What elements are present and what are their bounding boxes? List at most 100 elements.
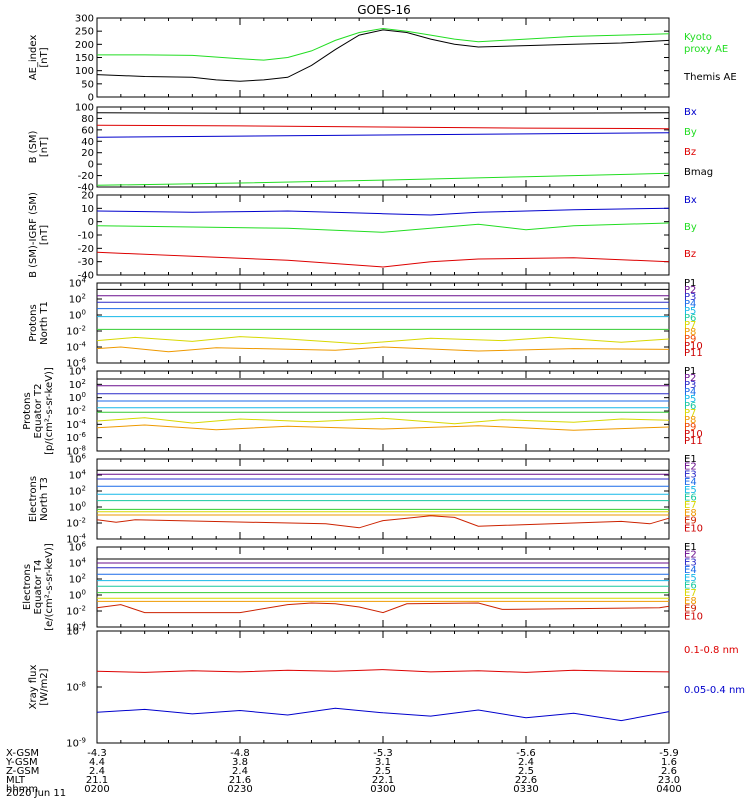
footer-value: -4.3 (87, 748, 107, 759)
y-tick-label: 10-2 (66, 405, 86, 418)
y-tick-label: 104 (69, 277, 87, 290)
footer-row-label: MLT (6, 775, 26, 786)
y-axis-label: [e/(cm²-s-sr-keV)] (44, 543, 55, 631)
legend-entry: E9 (684, 516, 697, 527)
y-axis-label: [W/m2] (39, 668, 50, 705)
legend-entry: P9 (684, 422, 696, 433)
legend-entry: P2 (684, 373, 696, 384)
footer-row-label: hhmm (6, 784, 38, 795)
footer-value: -5.6 (516, 748, 536, 759)
panel-8: 10-7 10-8 10-9 Xray flux [W/m2] 0.1-0.8 nm 0.0… (28, 625, 745, 750)
y-axis-label: Xray flux (28, 665, 39, 710)
y-tick-label: 100 (69, 589, 86, 602)
legend-entry: E2 (684, 462, 697, 473)
y-tick-label: 104 (69, 365, 87, 378)
y-axis-label: Protons (28, 304, 39, 341)
legend-entry: E7 (684, 500, 697, 511)
y-axis-label: Electrons (22, 564, 33, 610)
y-tick-label: 60 (81, 125, 94, 136)
legend-entry: P1 (684, 278, 696, 289)
footer-value: 3.1 (375, 757, 391, 768)
legend-entry: P3 (684, 292, 696, 303)
y-tick-label: 10 (81, 204, 94, 215)
y-axis-label: Protons (22, 392, 33, 429)
y-tick-label: 0 (88, 160, 94, 171)
legend-entry: E10 (684, 611, 703, 622)
legend-entry: By (684, 127, 697, 138)
y-tick-label: -20 (78, 171, 94, 182)
y-tick-label: 0 (88, 217, 94, 228)
y-tick-label: 106 (69, 453, 87, 466)
footer-value: 23.0 (658, 775, 680, 786)
y-tick-label: 10-8 (66, 681, 86, 694)
legend-entry: P10 (684, 429, 703, 440)
footer-value: 4.4 (89, 757, 105, 768)
y-tick-label: 250 (75, 27, 94, 38)
footer-value: -5.9 (659, 748, 679, 759)
y-tick-label: -10 (78, 231, 94, 242)
series-line-by (96, 172, 670, 186)
y-tick-label: 200 (75, 40, 94, 51)
legend-entry: P1 (684, 366, 696, 377)
panel-frame (96, 194, 670, 276)
series-line-bmag (96, 112, 670, 114)
legend-entry: P4 (684, 387, 696, 398)
legend-entry: E8 (684, 596, 697, 607)
legend-entry: Bmag (684, 167, 713, 178)
footer-value: 2.6 (661, 766, 677, 777)
legend-entry: P4 (684, 299, 696, 310)
series-line-bx (96, 132, 670, 138)
legend-entry: E3 (684, 469, 697, 480)
y-tick-label: 150 (75, 53, 94, 64)
y-tick-label: 20 (81, 191, 94, 202)
y-tick-label: 10-4 (66, 418, 86, 431)
y-tick-label: 10-2 (66, 325, 86, 338)
y-tick-label: 10-2 (66, 517, 86, 530)
y-tick-label: -40 (78, 271, 94, 282)
legend-entry: P6 (684, 313, 696, 324)
footer-value: 21.1 (86, 775, 108, 786)
y-axis-label: B (SM) (28, 130, 39, 163)
footer-row-label: Z-GSM (6, 766, 39, 777)
legend-entry: E10 (684, 523, 703, 534)
footer-value: -5.3 (373, 748, 393, 759)
y-tick-label: 106 (69, 541, 87, 554)
legend-entry: Bz (684, 147, 696, 158)
y-axis-label: North T3 (39, 477, 50, 521)
legend-entry: E4 (684, 477, 697, 488)
series-line-by (96, 222, 670, 233)
y-tick-label: -40 (78, 183, 94, 194)
legend-entry: P7 (684, 408, 696, 419)
series-line-themis-ae (96, 29, 670, 82)
legend-entry: Bx (684, 107, 697, 118)
plot-title: GOES-16 (357, 3, 411, 17)
y-axis-label: Equator T4 (33, 560, 44, 615)
y-axis-label: [p/(cm²-s-sr-keV)] (44, 367, 55, 455)
panel-1: 300 250 200 150 100 50 0 AE_index [nT] Kyotoproxy… (28, 14, 737, 104)
series-line-bx (96, 207, 670, 216)
y-tick-label: 102 (69, 378, 86, 391)
legend-entry: E6 (684, 581, 697, 592)
y-tick-label: 104 (69, 469, 87, 482)
y-axis-label: Electrons (28, 476, 39, 522)
y-tick-label: 102 (69, 573, 86, 586)
y-axis-label: [nT] (39, 47, 50, 67)
legend-entry: E1 (684, 542, 697, 553)
legend-entry: P11 (684, 436, 703, 447)
footer-value: 2.5 (518, 766, 534, 777)
y-tick-label: 10-4 (66, 341, 86, 354)
legend-entry: E1 (684, 454, 697, 465)
series-line-p8 (96, 424, 670, 431)
y-tick-label: 102 (69, 485, 86, 498)
y-tick-label: 10-6 (66, 431, 86, 444)
legend-entry: E9 (684, 604, 697, 615)
footer-value: 0330 (513, 784, 538, 795)
panel-frame (96, 630, 670, 744)
series-line-p7 (96, 417, 670, 425)
legend-entry: E2 (684, 550, 697, 561)
legend-entry: Kyoto (684, 32, 712, 43)
